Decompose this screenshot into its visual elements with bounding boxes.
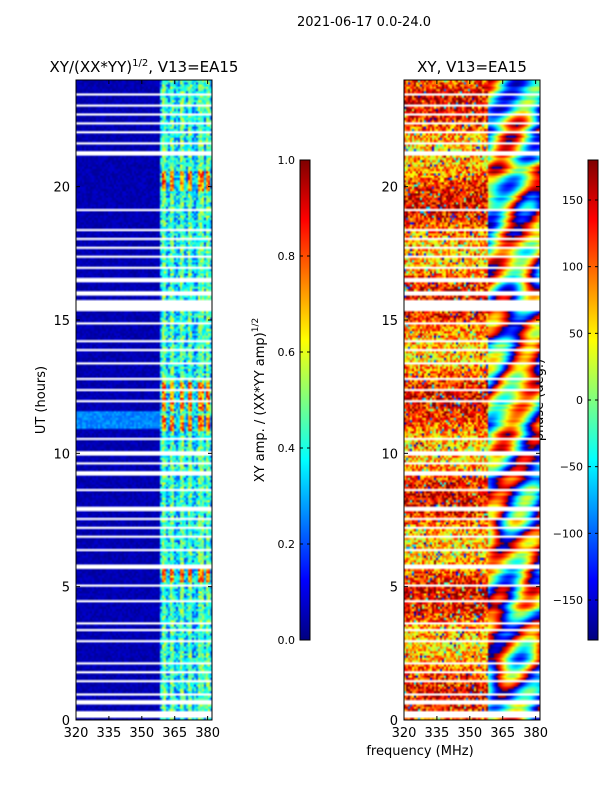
colorbar-tick-label: 100 <box>562 261 583 274</box>
x-tick-label: 335 <box>424 726 449 741</box>
colorbar-tick-label: 0.6 <box>278 346 296 359</box>
colorbar-tick-label: −150 <box>553 594 583 607</box>
colorbar-tick-label: −50 <box>560 461 583 474</box>
colorbar-tick-label: −100 <box>553 527 583 540</box>
left-heatmap-amplitude: 320 335 350 365 380 0 5 10 15 20 <box>53 79 220 741</box>
y-tick-label: 10 <box>381 447 398 462</box>
shared-xlabel: frequency (MHz) <box>366 744 473 759</box>
figure-suptitle: 2021-06-17 0.0-24.0 <box>297 15 431 30</box>
colorbar-tick-label: 0.2 <box>278 538 296 551</box>
heatmap-image <box>76 80 212 720</box>
colorbar-tick-label: 0.0 <box>278 634 296 647</box>
colorbar-tick-label: 0 <box>576 394 583 407</box>
colorbar-tick-label: 50 <box>569 327 583 340</box>
y-tick-label: 20 <box>53 181 70 196</box>
x-tick-label: 350 <box>129 726 154 741</box>
left-title-main: XY/(XX*YY) <box>50 58 133 76</box>
x-tick-label: 320 <box>64 726 89 741</box>
colorbar-amplitude: 0.0 0.2 0.4 0.6 0.8 1.0 <box>278 154 311 647</box>
colorbar-phase: 150 100 50 0 −50 −100 −150 <box>553 159 599 641</box>
colorbar-tick-label: 0.8 <box>278 250 296 263</box>
x-tick-label: 380 <box>523 726 548 741</box>
x-tick-label: 365 <box>162 726 187 741</box>
y-tick-label: 10 <box>53 447 70 462</box>
left-plot-ylabel: UT (hours) <box>34 366 49 434</box>
plot-frame <box>403 79 541 721</box>
y-tick-label: 5 <box>390 581 398 596</box>
y-tick-label: 0 <box>62 714 70 729</box>
x-tick-label: 380 <box>195 726 220 741</box>
plot-frame <box>75 79 213 721</box>
right-heatmap-phase: 320 335 350 365 380 0 5 10 15 20 <box>381 79 548 741</box>
x-tick-label: 335 <box>96 726 121 741</box>
left-plot-title: XY/(XX*YY)1/2, V13=EA15 <box>50 58 239 76</box>
heatmap-image <box>404 80 540 720</box>
x-tick-label: 365 <box>490 726 515 741</box>
y-tick-label: 15 <box>53 314 70 329</box>
colorbar-tick-label: 0.4 <box>278 442 296 455</box>
colorbar-gradient <box>299 159 311 641</box>
y-tick-label: 0 <box>390 714 398 729</box>
y-tick-label: 15 <box>381 314 398 329</box>
colorbar-tick-label: 1.0 <box>278 154 296 167</box>
right-plot-title: XY, V13=EA15 <box>417 58 527 76</box>
colorbar-1-label: XY amp. / (XX*YY amp)1/2 <box>251 318 268 482</box>
left-title-tail: , V13=EA15 <box>148 58 238 76</box>
colorbar-tick-label: 150 <box>562 194 583 207</box>
y-tick-label: 20 <box>381 181 398 196</box>
colorbar-1-label-main: XY amp. / (XX*YY amp) <box>253 332 268 482</box>
left-title-exponent: 1/2 <box>132 58 148 69</box>
colorbar-1-label-exponent: 1/2 <box>251 318 261 332</box>
x-tick-label: 350 <box>457 726 482 741</box>
x-tick-label: 320 <box>392 726 417 741</box>
y-tick-label: 5 <box>62 581 70 596</box>
